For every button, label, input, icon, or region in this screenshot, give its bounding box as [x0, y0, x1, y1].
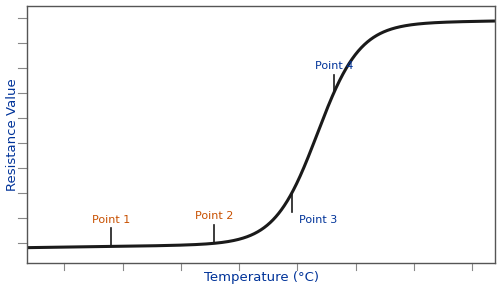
X-axis label: Temperature (°C): Temperature (°C)	[204, 271, 319, 284]
Text: Point 3: Point 3	[299, 215, 337, 225]
Y-axis label: Resistance Value: Resistance Value	[6, 78, 19, 191]
Text: Point 1: Point 1	[92, 215, 130, 224]
Text: Point 2: Point 2	[195, 211, 233, 221]
Text: Point 4: Point 4	[315, 61, 353, 71]
